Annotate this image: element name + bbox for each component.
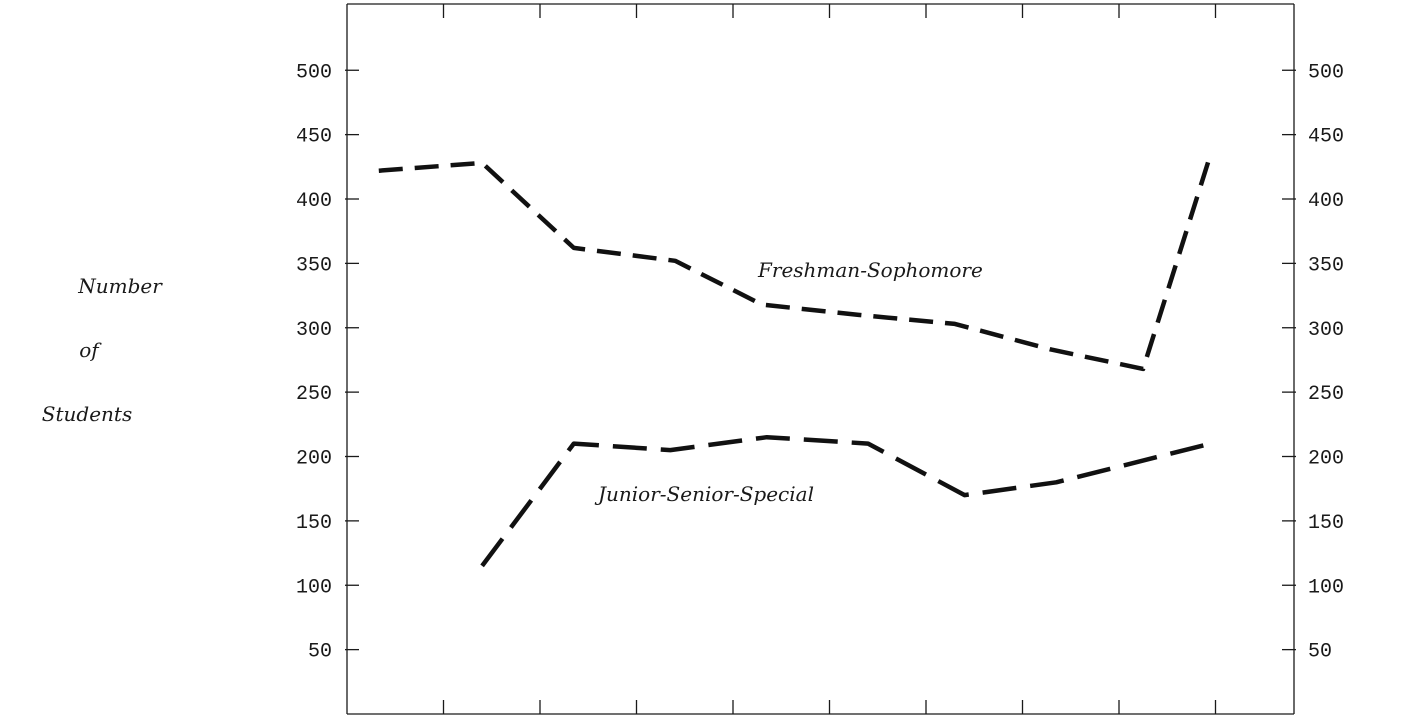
y-tick-label-left: 100	[296, 576, 332, 599]
series-line-junior-senior-special	[480, 434, 1212, 568]
series-label-freshman-sophomore: Freshman-Sophomore	[757, 258, 983, 282]
y-tick-label-right: 350	[1308, 254, 1344, 277]
plot-frame	[346, 3, 1295, 715]
right-axis-tick-labels: 50 100 150 200 250 300 350 400 450 500	[1308, 61, 1344, 663]
axis-ticks	[345, 4, 1296, 714]
y-axis-label-line-1: Number	[77, 274, 163, 298]
y-tick-label-right: 300	[1308, 319, 1344, 342]
y-tick-label-right: 100	[1308, 576, 1344, 599]
y-tick-label-right: 450	[1308, 126, 1344, 149]
y-tick-label-right: 400	[1308, 190, 1344, 213]
y-tick-label-left: 150	[296, 512, 332, 535]
y-tick-label-left: 400	[296, 190, 332, 213]
y-tick-label-right: 150	[1308, 512, 1344, 535]
y-tick-label-left: 500	[296, 61, 332, 84]
y-tick-label-right: 200	[1308, 448, 1344, 471]
left-axis-tick-labels: 50 100 150 200 250 300 350 400 450 500	[296, 61, 332, 663]
y-axis-label-line-2: of	[79, 338, 102, 362]
y-tick-label-left: 300	[296, 319, 332, 342]
y-tick-label-left: 250	[296, 383, 332, 406]
y-tick-label-right: 500	[1308, 61, 1344, 84]
y-tick-label-right: 250	[1308, 383, 1344, 406]
y-tick-label-right: 50	[1308, 641, 1332, 664]
y-tick-label-left: 350	[296, 254, 332, 277]
series-line-freshman-sophomore	[378, 153, 1213, 372]
y-tick-label-left: 200	[296, 448, 332, 471]
series-lines	[378, 153, 1213, 568]
y-axis-label-line-3: Students	[42, 402, 132, 426]
series-label-junior-senior-special: Junior-Senior-Special	[594, 482, 814, 506]
y-tick-label-left: 450	[296, 126, 332, 149]
y-tick-label-left: 50	[308, 641, 332, 664]
